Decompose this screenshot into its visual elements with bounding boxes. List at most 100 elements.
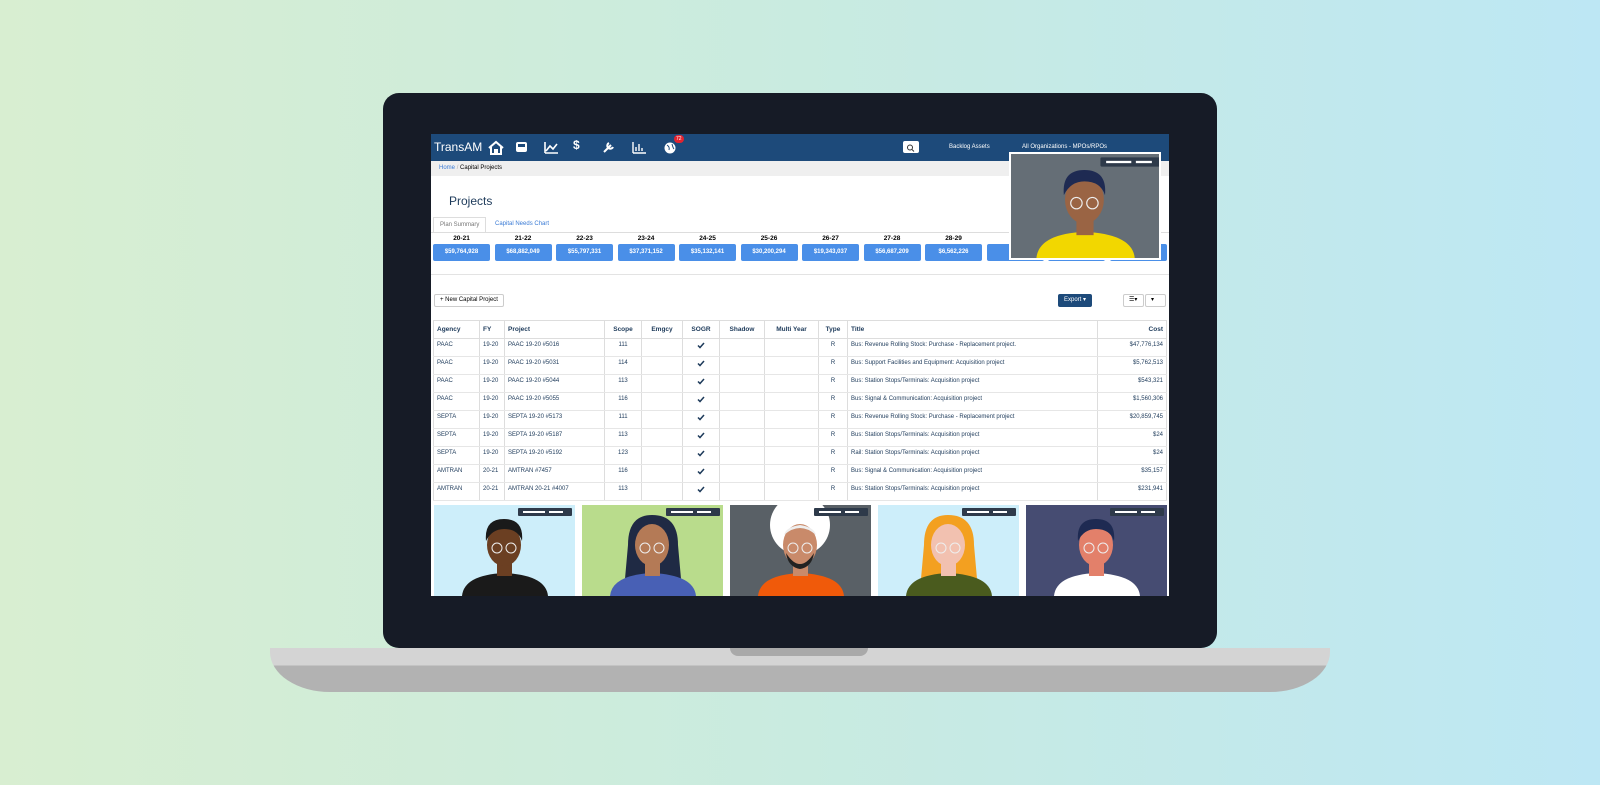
- org-filter[interactable]: All Organizations - MPOs/RPOs: [1022, 144, 1108, 150]
- cell: [641, 482, 683, 501]
- tab[interactable]: Plan Summary: [433, 217, 487, 232]
- app-screen: TransAM $ 72 Backlog Assets All Organiza…: [431, 134, 1169, 596]
- cell: $543,321: [1097, 374, 1167, 393]
- table-row[interactable]: AMTRAN 20-21 AMTRAN #7457 116 R Bus: Signal &…: [433, 464, 1167, 483]
- cell: [641, 356, 683, 375]
- fiscal-year-amount[interactable]: $68,882,049: [494, 244, 552, 261]
- cell: 113: [604, 374, 642, 393]
- cell: [641, 428, 683, 447]
- column-header[interactable]: Cost: [1097, 320, 1167, 339]
- column-header[interactable]: Emgcy: [641, 320, 683, 339]
- table-row[interactable]: PAAC 19-20 PAAC 19-20 #5055 116 R Bus: Signal…: [433, 392, 1167, 411]
- column-header[interactable]: SOGR: [682, 320, 720, 339]
- cell: [641, 374, 683, 393]
- cell: Bus: Revenue Rolling Stock: Purchase - R…: [847, 410, 1098, 429]
- notification-badge: 72: [674, 135, 684, 143]
- cell: $231,941: [1097, 482, 1167, 501]
- cell: $24: [1097, 446, 1167, 465]
- cell: R: [818, 338, 848, 357]
- cell: [641, 464, 683, 483]
- column-header[interactable]: Title: [847, 320, 1098, 339]
- column-header[interactable]: Multi Year: [764, 320, 819, 339]
- fiscal-year-amount[interactable]: $56,687,209: [863, 244, 921, 261]
- cell: 113: [604, 482, 642, 501]
- cell: 20-21: [479, 464, 505, 483]
- fiscal-year-label: 27-28: [883, 235, 901, 242]
- check-icon: [697, 450, 705, 457]
- cell: PAAC: [433, 392, 480, 411]
- wrench-icon[interactable]: [603, 142, 614, 153]
- column-header[interactable]: FY: [479, 320, 505, 339]
- column-header[interactable]: Scope: [604, 320, 642, 339]
- table-row[interactable]: PAAC 19-20 PAAC 19-20 #5044 113 R Bus: Statio…: [433, 374, 1167, 393]
- fiscal-year-amount[interactable]: $6,562,226: [925, 244, 982, 261]
- fiscal-year-amount[interactable]: $30,200,294: [740, 244, 798, 261]
- cell: [719, 464, 765, 483]
- table-row[interactable]: AMTRAN 20-21 AMTRAN 20-21 #4007 113 R Bus: St…: [433, 482, 1167, 501]
- cell: [764, 374, 819, 393]
- video-tile: [434, 505, 575, 596]
- check-icon: [697, 414, 705, 421]
- asset-filter[interactable]: Backlog Assets: [949, 144, 990, 150]
- fiscal-year-amount[interactable]: $19,343,037: [802, 244, 859, 261]
- cell: SEPTA: [433, 446, 480, 465]
- sogr-cell: [682, 338, 720, 357]
- cell: 116: [604, 392, 642, 411]
- new-project-button[interactable]: + New Capital Project: [434, 294, 504, 307]
- fiscal-year-label: 25-26: [760, 235, 778, 242]
- cell: Bus: Signal & Communication: Acquisition…: [847, 464, 1098, 483]
- table-row[interactable]: SEPTA 19-20 SEPTA 19-20 #5173 111 R Bus: Reve…: [433, 410, 1167, 429]
- cell: PAAC 19-20 #5031: [504, 356, 605, 375]
- breadcrumb-home[interactable]: Home: [439, 165, 456, 171]
- cell: [764, 338, 819, 357]
- cell: 123: [604, 446, 642, 465]
- fiscal-year-amount[interactable]: $37,371,152: [617, 244, 675, 261]
- check-icon: [697, 396, 705, 403]
- cell: 19-20: [479, 374, 505, 393]
- home-icon[interactable]: [488, 140, 504, 155]
- video-tile: [878, 505, 1019, 596]
- breadcrumb-current: Capital Projects: [460, 165, 503, 171]
- cell: Bus: Station Stops/Terminals: Acquisitio…: [847, 482, 1098, 501]
- cell: $5,762,513: [1097, 356, 1167, 375]
- cell: Bus: Station Stops/Terminals: Acquisitio…: [847, 428, 1098, 447]
- export-button[interactable]: Export ▾: [1058, 294, 1093, 307]
- report-icon[interactable]: [632, 142, 646, 154]
- cell: 19-20: [479, 338, 505, 357]
- cell: AMTRAN: [433, 482, 480, 501]
- cell: PAAC 19-20 #5044: [504, 374, 605, 393]
- search-button[interactable]: [903, 141, 919, 153]
- cell: Bus: Station Stops/Terminals: Acquisitio…: [847, 374, 1098, 393]
- table-row[interactable]: PAAC 19-20 PAAC 19-20 #5031 114 R Bus: Suppor…: [433, 356, 1167, 375]
- cell: 19-20: [479, 410, 505, 429]
- column-header[interactable]: Shadow: [719, 320, 765, 339]
- column-header[interactable]: Agency: [433, 320, 480, 339]
- cell: R: [818, 356, 848, 375]
- cell: [764, 410, 819, 429]
- view-toggle[interactable]: ☰▾: [1123, 294, 1144, 307]
- chart-icon[interactable]: [544, 142, 558, 154]
- cell: Bus: Signal & Communication: Acquisition…: [847, 392, 1098, 411]
- cell: PAAC: [433, 338, 480, 357]
- cell: [764, 392, 819, 411]
- table-row[interactable]: SEPTA 19-20 SEPTA 19-20 #5192 123 R Rail: Sta…: [433, 446, 1167, 465]
- finance-icon[interactable]: $: [573, 138, 580, 152]
- cell: $20,859,745: [1097, 410, 1167, 429]
- brand[interactable]: TransAM: [434, 140, 483, 154]
- cell: 111: [604, 410, 642, 429]
- cell: $47,776,134: [1097, 338, 1167, 357]
- column-header[interactable]: Project: [504, 320, 605, 339]
- cell: SEPTA: [433, 410, 480, 429]
- table-row[interactable]: SEPTA 19-20 SEPTA 19-20 #5187 113 R Bus: Stat…: [433, 428, 1167, 447]
- sogr-cell: [682, 482, 720, 501]
- check-icon: [697, 378, 705, 385]
- fiscal-year-label: 23-24: [637, 235, 655, 242]
- column-toggle[interactable]: ▾: [1145, 294, 1166, 307]
- tab[interactable]: Capital Needs Chart: [495, 221, 550, 227]
- fiscal-year-amount[interactable]: $35,132,141: [679, 244, 736, 261]
- fiscal-year-amount[interactable]: $55,797,331: [556, 244, 613, 261]
- column-header[interactable]: Type: [818, 320, 848, 339]
- fiscal-year-amount[interactable]: $59,764,928: [433, 244, 490, 261]
- cell: [764, 482, 819, 501]
- table-row[interactable]: PAAC 19-20 PAAC 19-20 #5016 111 R Bus: Revenu…: [433, 338, 1167, 357]
